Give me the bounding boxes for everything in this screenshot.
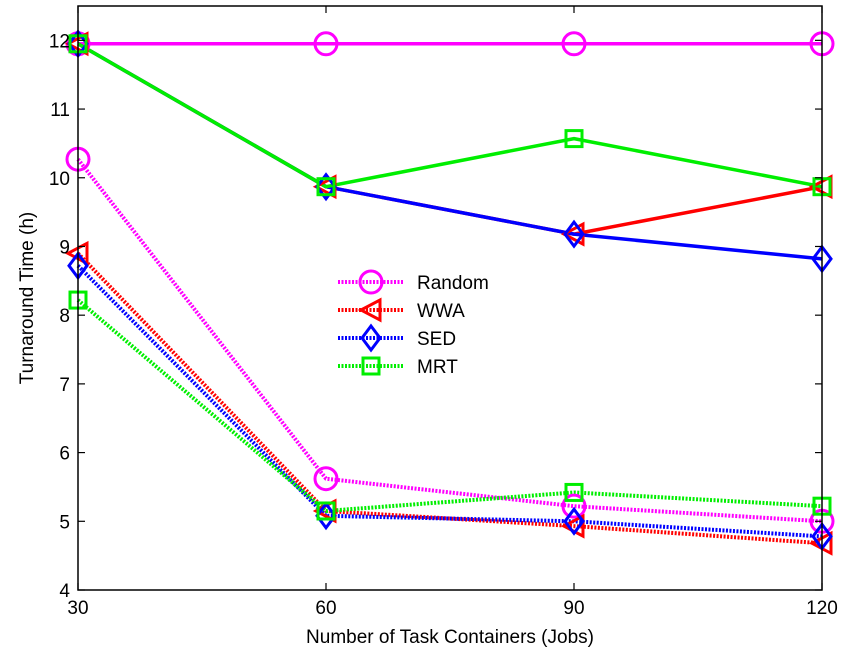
plot-frame	[77, 5, 823, 591]
data-point-sed-dotted	[563, 506, 585, 536]
series-lines-layer	[76, 42, 823, 546]
legend: Random WWA SED MRT	[338, 269, 489, 378]
legend-marker-sed	[360, 323, 382, 353]
y-tick-label: 9	[59, 237, 70, 258]
series-line-mrt-solid	[77, 42, 823, 189]
series-markers-layer	[64, 29, 835, 556]
y-tick-label: 10	[49, 169, 70, 190]
x-tick-label: 90	[563, 598, 584, 619]
y-tick-label: 5	[59, 512, 70, 533]
y-tick-label: 6	[59, 444, 70, 465]
data-point-mrt-solid	[316, 177, 336, 197]
x-axis-label: Number of Task Containers (Jobs)	[306, 627, 594, 648]
legend-marker-random	[358, 269, 384, 295]
data-point-random-dotted	[561, 493, 587, 519]
y-tick-label: 7	[59, 375, 70, 396]
x-tick-label: 30	[67, 598, 88, 619]
legend-label-wwa: WWA	[417, 301, 465, 322]
legend-marker-mrt	[361, 356, 381, 376]
series-line-mrt-dotted	[76, 298, 823, 513]
series-line-wwa-dotted	[76, 251, 823, 546]
axis-ticks-layer: 30 60 90 120 4 5 6 7 8 9 10 11 12	[49, 6, 838, 619]
series-line-sed-solid	[77, 42, 823, 261]
data-point-sed-solid	[563, 219, 585, 249]
data-point-mrt-solid	[564, 129, 584, 149]
legend-label-random: Random	[417, 273, 489, 294]
data-point-mrt-dotted	[316, 501, 336, 521]
data-point-sed-dotted	[315, 501, 337, 531]
data-point-random-solid	[561, 31, 587, 57]
y-tick-label: 8	[59, 306, 70, 327]
data-point-mrt-dotted	[564, 482, 584, 502]
series-line-sed-dotted	[76, 264, 823, 539]
data-point-random-dotted	[313, 466, 339, 492]
legend-label-sed: SED	[417, 329, 456, 350]
series-line-wwa-solid	[77, 42, 823, 236]
y-axis-label: Turnaround Time (h)	[17, 212, 38, 384]
legend-marker-wwa	[357, 297, 382, 323]
y-tick-label: 12	[49, 31, 70, 52]
legend-label-mrt: MRT	[417, 357, 458, 378]
data-point-random-solid	[313, 31, 339, 57]
data-point-sed-solid	[315, 172, 337, 202]
x-tick-label: 120	[806, 598, 838, 619]
x-tick-label: 60	[315, 598, 336, 619]
series-line-random-dotted	[76, 157, 823, 524]
y-tick-label: 11	[50, 100, 70, 121]
y-tick-label: 4	[59, 581, 70, 602]
